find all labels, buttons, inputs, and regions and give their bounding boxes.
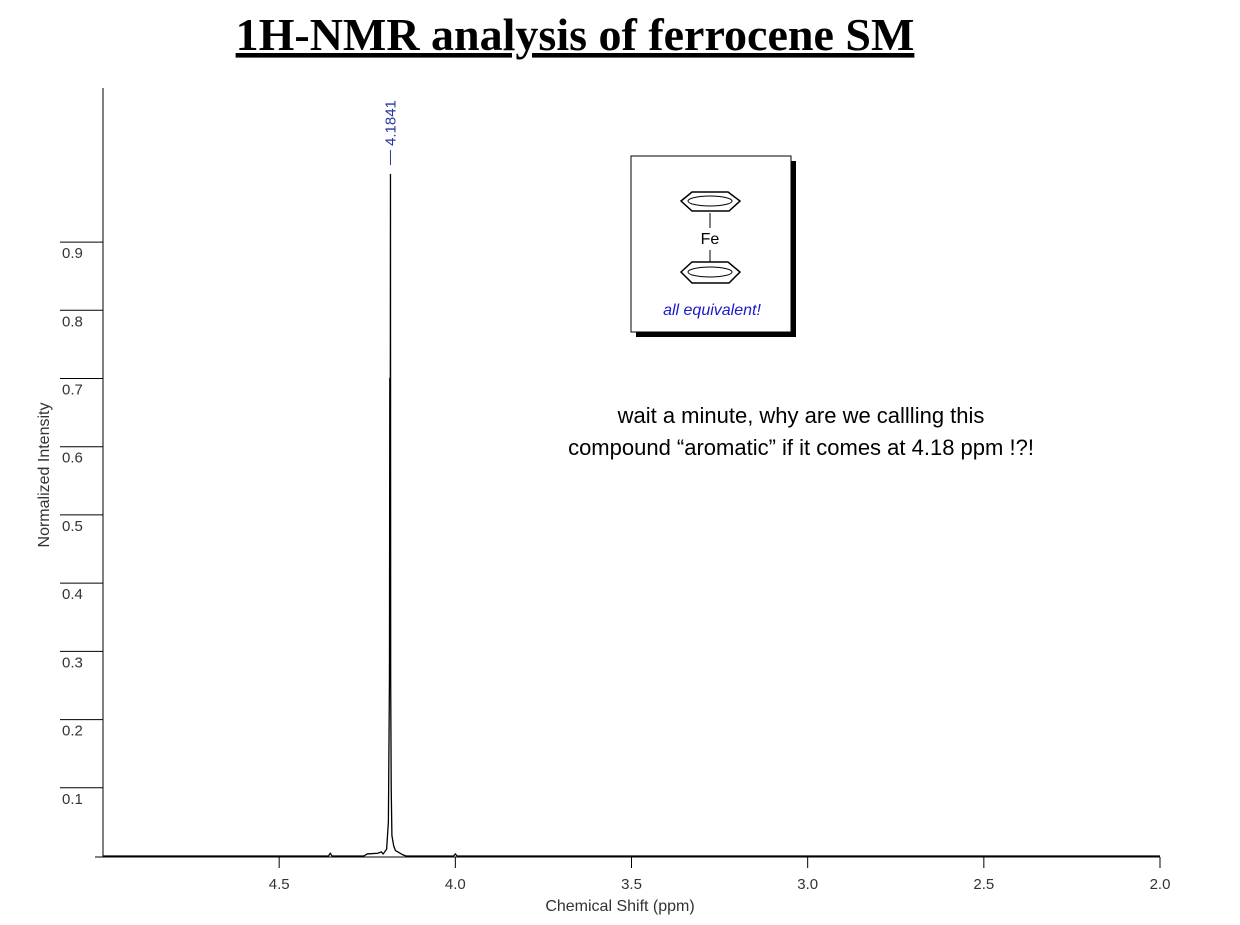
ring-top-inner: [687, 195, 733, 207]
y-tick-label: 0.6: [62, 450, 83, 467]
y-tick-label: 0.4: [62, 586, 83, 603]
x-tick-label: 2.0: [1150, 876, 1171, 893]
x-tick-label: 3.0: [797, 876, 818, 893]
y-tick-label: 0.2: [62, 723, 83, 740]
y-tick-label: 0.8: [62, 313, 83, 330]
inset-box: [630, 155, 792, 333]
x-axis-label: Chemical Shift (ppm): [545, 898, 694, 915]
x-tick-label: 4.5: [269, 876, 290, 893]
atom-label: Fe: [701, 231, 720, 248]
inset: Fe all equivalent!: [630, 155, 796, 337]
peak-label: 4.1841: [382, 100, 399, 146]
annotation: compound “aromatic” if it comes at 4.18 …: [568, 435, 1034, 460]
y-tick-label: 0.1: [62, 791, 83, 808]
x-tick-label: 2.5: [973, 876, 994, 893]
x-tick-label: 3.5: [621, 876, 642, 893]
ring-top: [679, 191, 742, 212]
y-axis-label: Normalized Intensity: [36, 403, 53, 548]
y-tick-label: 0.9: [62, 245, 83, 262]
chart-title: 1H-NMR analysis of ferrocene SM: [236, 9, 915, 60]
y-tick-label: 0.7: [62, 382, 83, 399]
annotation: wait a minute, why are we callling this: [617, 403, 985, 428]
y-tick-label: 0.5: [62, 518, 83, 535]
spectrum-line: [103, 173, 1160, 857]
ring-bottom: [679, 261, 742, 284]
inset-caption: all equivalent!: [663, 302, 761, 319]
x-tick-label: 4.0: [445, 876, 466, 893]
y-tick-label: 0.3: [62, 654, 83, 671]
ring-bottom-inner: [687, 266, 733, 278]
